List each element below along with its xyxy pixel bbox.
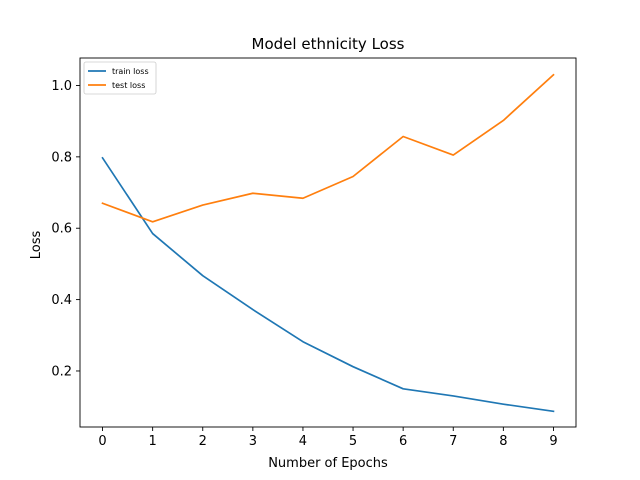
y-tick-label: 1.0 (51, 79, 72, 94)
x-tick-label: 8 (499, 434, 507, 449)
x-tick-label: 0 (98, 434, 106, 449)
x-tick-label: 6 (399, 434, 407, 449)
x-tick-label: 4 (299, 434, 307, 449)
x-tick-label: 7 (449, 434, 457, 449)
legend-label: test loss (112, 81, 145, 90)
x-tick-label: 5 (349, 434, 357, 449)
legend-label: train loss (112, 67, 149, 76)
series-line-train-loss (101, 156, 555, 413)
y-axis-label: Loss (29, 231, 44, 260)
x-tick-label: 1 (149, 434, 157, 449)
legend-box (83, 61, 157, 95)
series-line-test-loss (101, 73, 555, 223)
x-axis-label: Number of Epochs (268, 456, 388, 471)
y-tick-label: 0.6 (51, 222, 72, 237)
y-tick-label: 0.8 (51, 150, 72, 165)
x-tick-label: 3 (249, 434, 257, 449)
plot-area: 0 1 2 3 4 5 6 7 8 9 0.2 0.4 0.6 0.8 1.0 train loss test … (51, 57, 577, 449)
x-tick-label: 9 (549, 434, 557, 449)
chart-title: Model ethnicity Loss (252, 35, 405, 53)
y-tick-label: 0.2 (51, 364, 72, 379)
axes-frame (79, 57, 577, 428)
y-tick-label: 0.4 (51, 293, 72, 308)
x-tick-label: 2 (199, 434, 207, 449)
